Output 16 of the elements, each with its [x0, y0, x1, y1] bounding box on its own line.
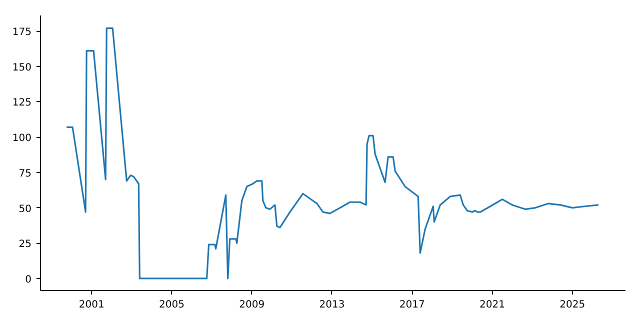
x-tick-label: 2021: [480, 300, 505, 310]
y-tick-label: 125: [12, 98, 32, 109]
y-tick-label: 50: [18, 204, 32, 215]
y-tick-label: 75: [18, 168, 32, 180]
y-tick-label: 100: [12, 133, 32, 144]
x-tick-label: 2025: [560, 300, 586, 310]
y-tick-label: 150: [12, 62, 32, 74]
x-tick-label: 2005: [159, 300, 184, 310]
x-tick-label: 2001: [78, 300, 104, 310]
line-series: [66, 27, 600, 280]
y-tick-label: 175: [12, 27, 32, 38]
x-tick-label: 2013: [319, 300, 345, 310]
x-tick-label: 2009: [239, 300, 265, 310]
y-tick-label: 0: [25, 274, 32, 286]
y-tick-label: 25: [18, 239, 32, 250]
x-tick-label: 2017: [399, 300, 425, 310]
